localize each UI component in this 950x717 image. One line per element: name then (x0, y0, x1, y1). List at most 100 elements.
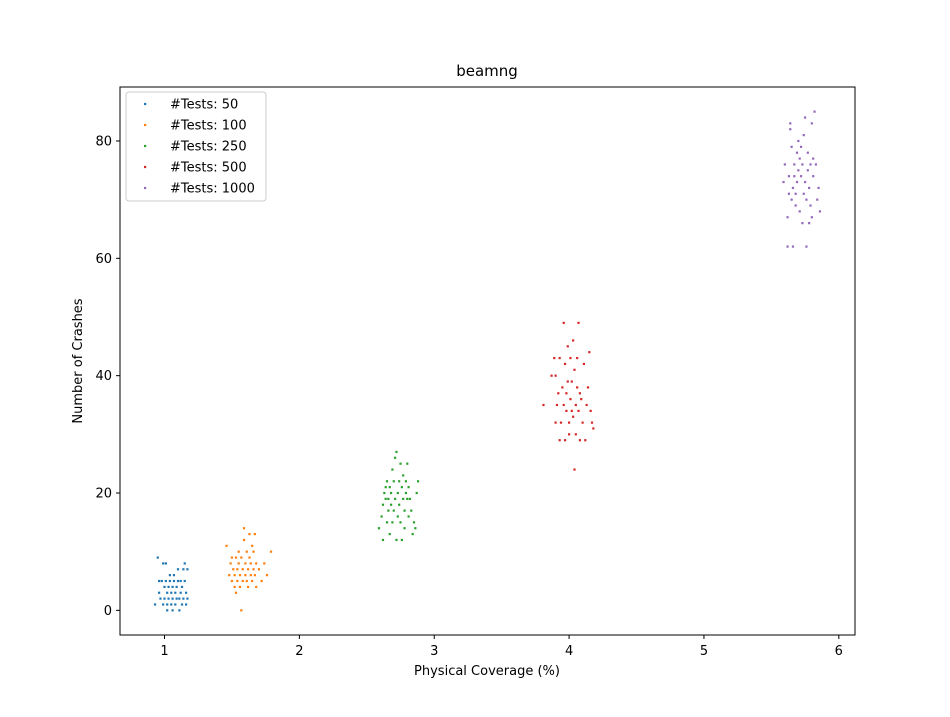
data-point (584, 439, 587, 442)
legend-label: #Tests: 1000 (170, 182, 255, 197)
data-point (813, 110, 816, 113)
data-point (797, 169, 800, 172)
data-point (233, 585, 236, 588)
legend-label: #Tests: 500 (170, 161, 247, 176)
data-point (183, 562, 186, 565)
data-point (162, 603, 165, 606)
data-point (569, 398, 572, 401)
data-point (402, 497, 405, 500)
data-point (563, 362, 567, 366)
legend-box (125, 91, 267, 202)
data-point (171, 609, 174, 612)
legend-marker (144, 186, 147, 190)
data-point (408, 497, 412, 500)
data-point (166, 609, 169, 612)
data-point (395, 450, 398, 454)
data-point (160, 579, 163, 583)
chart-legend: #Tests: 50 #Tests: 100 #Tests: 250 #Tests: … (125, 91, 267, 202)
x-tick-label: 5 (700, 644, 708, 659)
x-tick-label: 2 (295, 644, 303, 659)
data-point (263, 562, 266, 565)
x-tick-label: 3 (430, 644, 438, 659)
data-point (804, 116, 807, 119)
data-point (255, 585, 258, 588)
data-point (184, 591, 188, 594)
data-point (402, 474, 405, 477)
data-point (798, 210, 801, 213)
data-point (180, 603, 184, 606)
data-point (171, 585, 174, 588)
data-point (229, 562, 232, 565)
data-point (567, 421, 571, 424)
data-point (184, 603, 188, 606)
data-point (240, 556, 243, 559)
data-point (412, 521, 416, 524)
data-point (572, 339, 575, 342)
data-point (798, 157, 801, 160)
data-point (237, 562, 240, 565)
data-point (170, 591, 173, 594)
data-point (808, 186, 811, 190)
data-point (257, 568, 261, 571)
data-point (166, 591, 169, 594)
x-axis-ticks: 1 2 3 4 5 6 (160, 635, 843, 659)
data-point (809, 204, 812, 207)
data-point (808, 222, 811, 225)
y-tick-label: 60 (95, 252, 112, 267)
data-point (388, 486, 391, 489)
data-point (179, 591, 182, 594)
data-point (403, 527, 406, 530)
x-tick-label: 4 (565, 644, 573, 659)
data-point (566, 345, 569, 348)
data-point (407, 515, 410, 518)
data-point (377, 527, 381, 530)
data-point (245, 550, 248, 553)
data-point (802, 192, 805, 195)
series-2 (225, 527, 273, 612)
data-point (242, 527, 246, 530)
series-5 (782, 110, 822, 248)
data-point (253, 532, 256, 536)
data-point (166, 603, 169, 606)
data-point (163, 585, 166, 588)
data-point (588, 351, 591, 354)
data-point (242, 538, 246, 542)
data-point (269, 550, 273, 553)
data-point (245, 579, 248, 583)
data-point (172, 574, 176, 577)
y-tick-label: 40 (95, 369, 112, 384)
data-point (396, 491, 399, 495)
data-point (153, 603, 157, 606)
data-point (569, 356, 572, 360)
legend-label: #Tests: 250 (170, 140, 247, 155)
data-point (170, 603, 173, 606)
data-point (240, 609, 243, 612)
data-point (236, 579, 239, 583)
x-tick-label: 1 (160, 644, 168, 659)
data-point (410, 509, 413, 512)
y-tick-label: 20 (95, 487, 112, 502)
data-point (400, 486, 403, 489)
data-point (406, 462, 409, 465)
data-point (407, 486, 410, 489)
data-point (398, 503, 401, 506)
data-point (249, 562, 252, 565)
data-point (389, 491, 393, 495)
data-point (175, 585, 178, 588)
series-1 (153, 556, 189, 612)
data-point (387, 509, 390, 512)
data-point (234, 591, 238, 594)
data-point (795, 151, 799, 154)
data-point (404, 480, 408, 483)
data-point (567, 433, 571, 436)
data-point (554, 374, 557, 377)
data-point (787, 192, 791, 195)
data-point (809, 163, 812, 166)
data-point (816, 198, 819, 201)
data-point (388, 532, 391, 536)
data-point (174, 603, 177, 606)
data-point (542, 403, 545, 407)
data-point (416, 480, 420, 483)
data-point (576, 356, 579, 360)
data-point (797, 139, 800, 143)
